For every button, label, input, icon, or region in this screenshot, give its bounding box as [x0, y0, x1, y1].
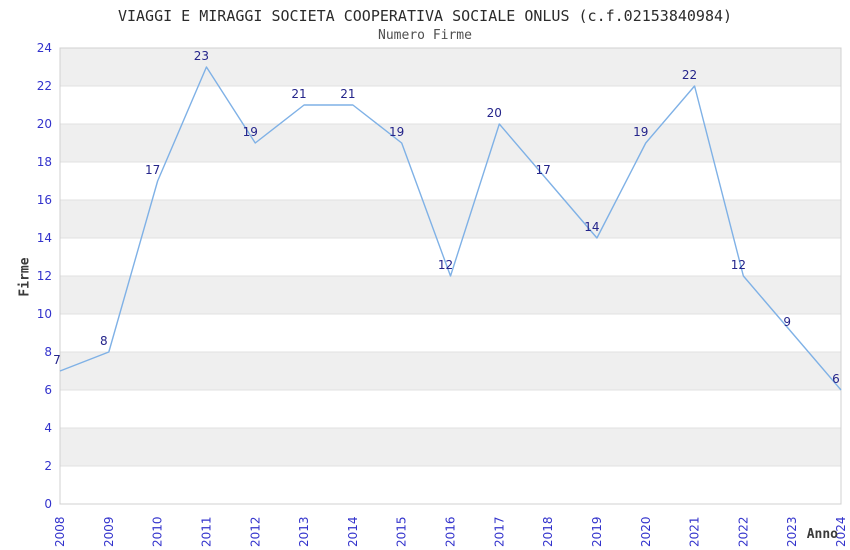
point-label: 8: [100, 334, 108, 348]
point-label: 12: [438, 258, 453, 272]
x-tick-label: 2011: [199, 516, 213, 547]
x-tick-label: 2013: [297, 516, 311, 547]
y-tick-label: 6: [44, 383, 52, 397]
point-label: 20: [487, 106, 502, 120]
y-tick-label: 10: [37, 307, 52, 321]
point-label: 17: [535, 163, 550, 177]
point-label: 14: [584, 220, 599, 234]
y-tick-label: 4: [44, 421, 52, 435]
point-label: 19: [389, 125, 404, 139]
x-tick-label: 2012: [248, 516, 262, 547]
background-band: [60, 276, 841, 314]
x-tick-label: 2017: [492, 516, 506, 547]
point-label: 19: [633, 125, 648, 139]
x-tick-label: 2018: [541, 516, 555, 547]
x-axis-title: Anno: [806, 527, 838, 542]
background-band: [60, 428, 841, 466]
point-label: 22: [682, 68, 697, 82]
background-band: [60, 200, 841, 238]
x-tick-label: 2024: [834, 516, 848, 547]
point-label: 21: [291, 87, 306, 101]
point-label: 17: [145, 163, 160, 177]
point-label: 7: [53, 353, 61, 367]
x-tick-label: 2015: [395, 516, 409, 547]
data-line: [59, 66, 842, 391]
point-label: 6: [832, 372, 840, 386]
y-tick-label: 24: [37, 41, 52, 55]
point-label: 19: [243, 125, 258, 139]
x-tick-label: 2016: [444, 516, 458, 547]
y-tick-label: 2: [44, 459, 52, 473]
y-tick-label: 8: [44, 345, 52, 359]
y-tick-label: 16: [37, 193, 52, 207]
point-label: 21: [340, 87, 355, 101]
point-label: 23: [194, 49, 209, 63]
x-tick-label: 2010: [151, 516, 165, 547]
x-tick-label: 2009: [102, 516, 116, 547]
x-tick-label: 2019: [590, 516, 604, 547]
point-label: 9: [783, 315, 791, 329]
chart-subtitle: Numero Firme: [378, 28, 472, 43]
plot-border: [59, 47, 842, 505]
chart-title: VIAGGI E MIRAGGI SOCIETA COOPERATIVA SOC…: [117, 7, 733, 25]
x-tick-label: 2022: [736, 516, 750, 547]
x-tick-label: 2023: [785, 516, 799, 547]
y-tick-label: 22: [37, 79, 52, 93]
y-tick-label: 0: [44, 497, 52, 511]
background-band: [60, 48, 841, 86]
y-tick-label: 12: [37, 269, 52, 283]
background-band: [60, 124, 841, 162]
y-axis-title: Firme: [17, 257, 33, 297]
y-tick-label: 20: [37, 117, 52, 131]
x-tick-label: 2014: [346, 516, 360, 547]
x-tick-label: 2008: [53, 516, 67, 547]
point-label: 12: [731, 258, 746, 272]
y-tick-label: 14: [37, 231, 52, 245]
x-tick-label: 2020: [639, 516, 653, 547]
background-band: [60, 352, 841, 390]
y-tick-label: 18: [37, 155, 52, 169]
x-tick-label: 2021: [688, 516, 702, 547]
